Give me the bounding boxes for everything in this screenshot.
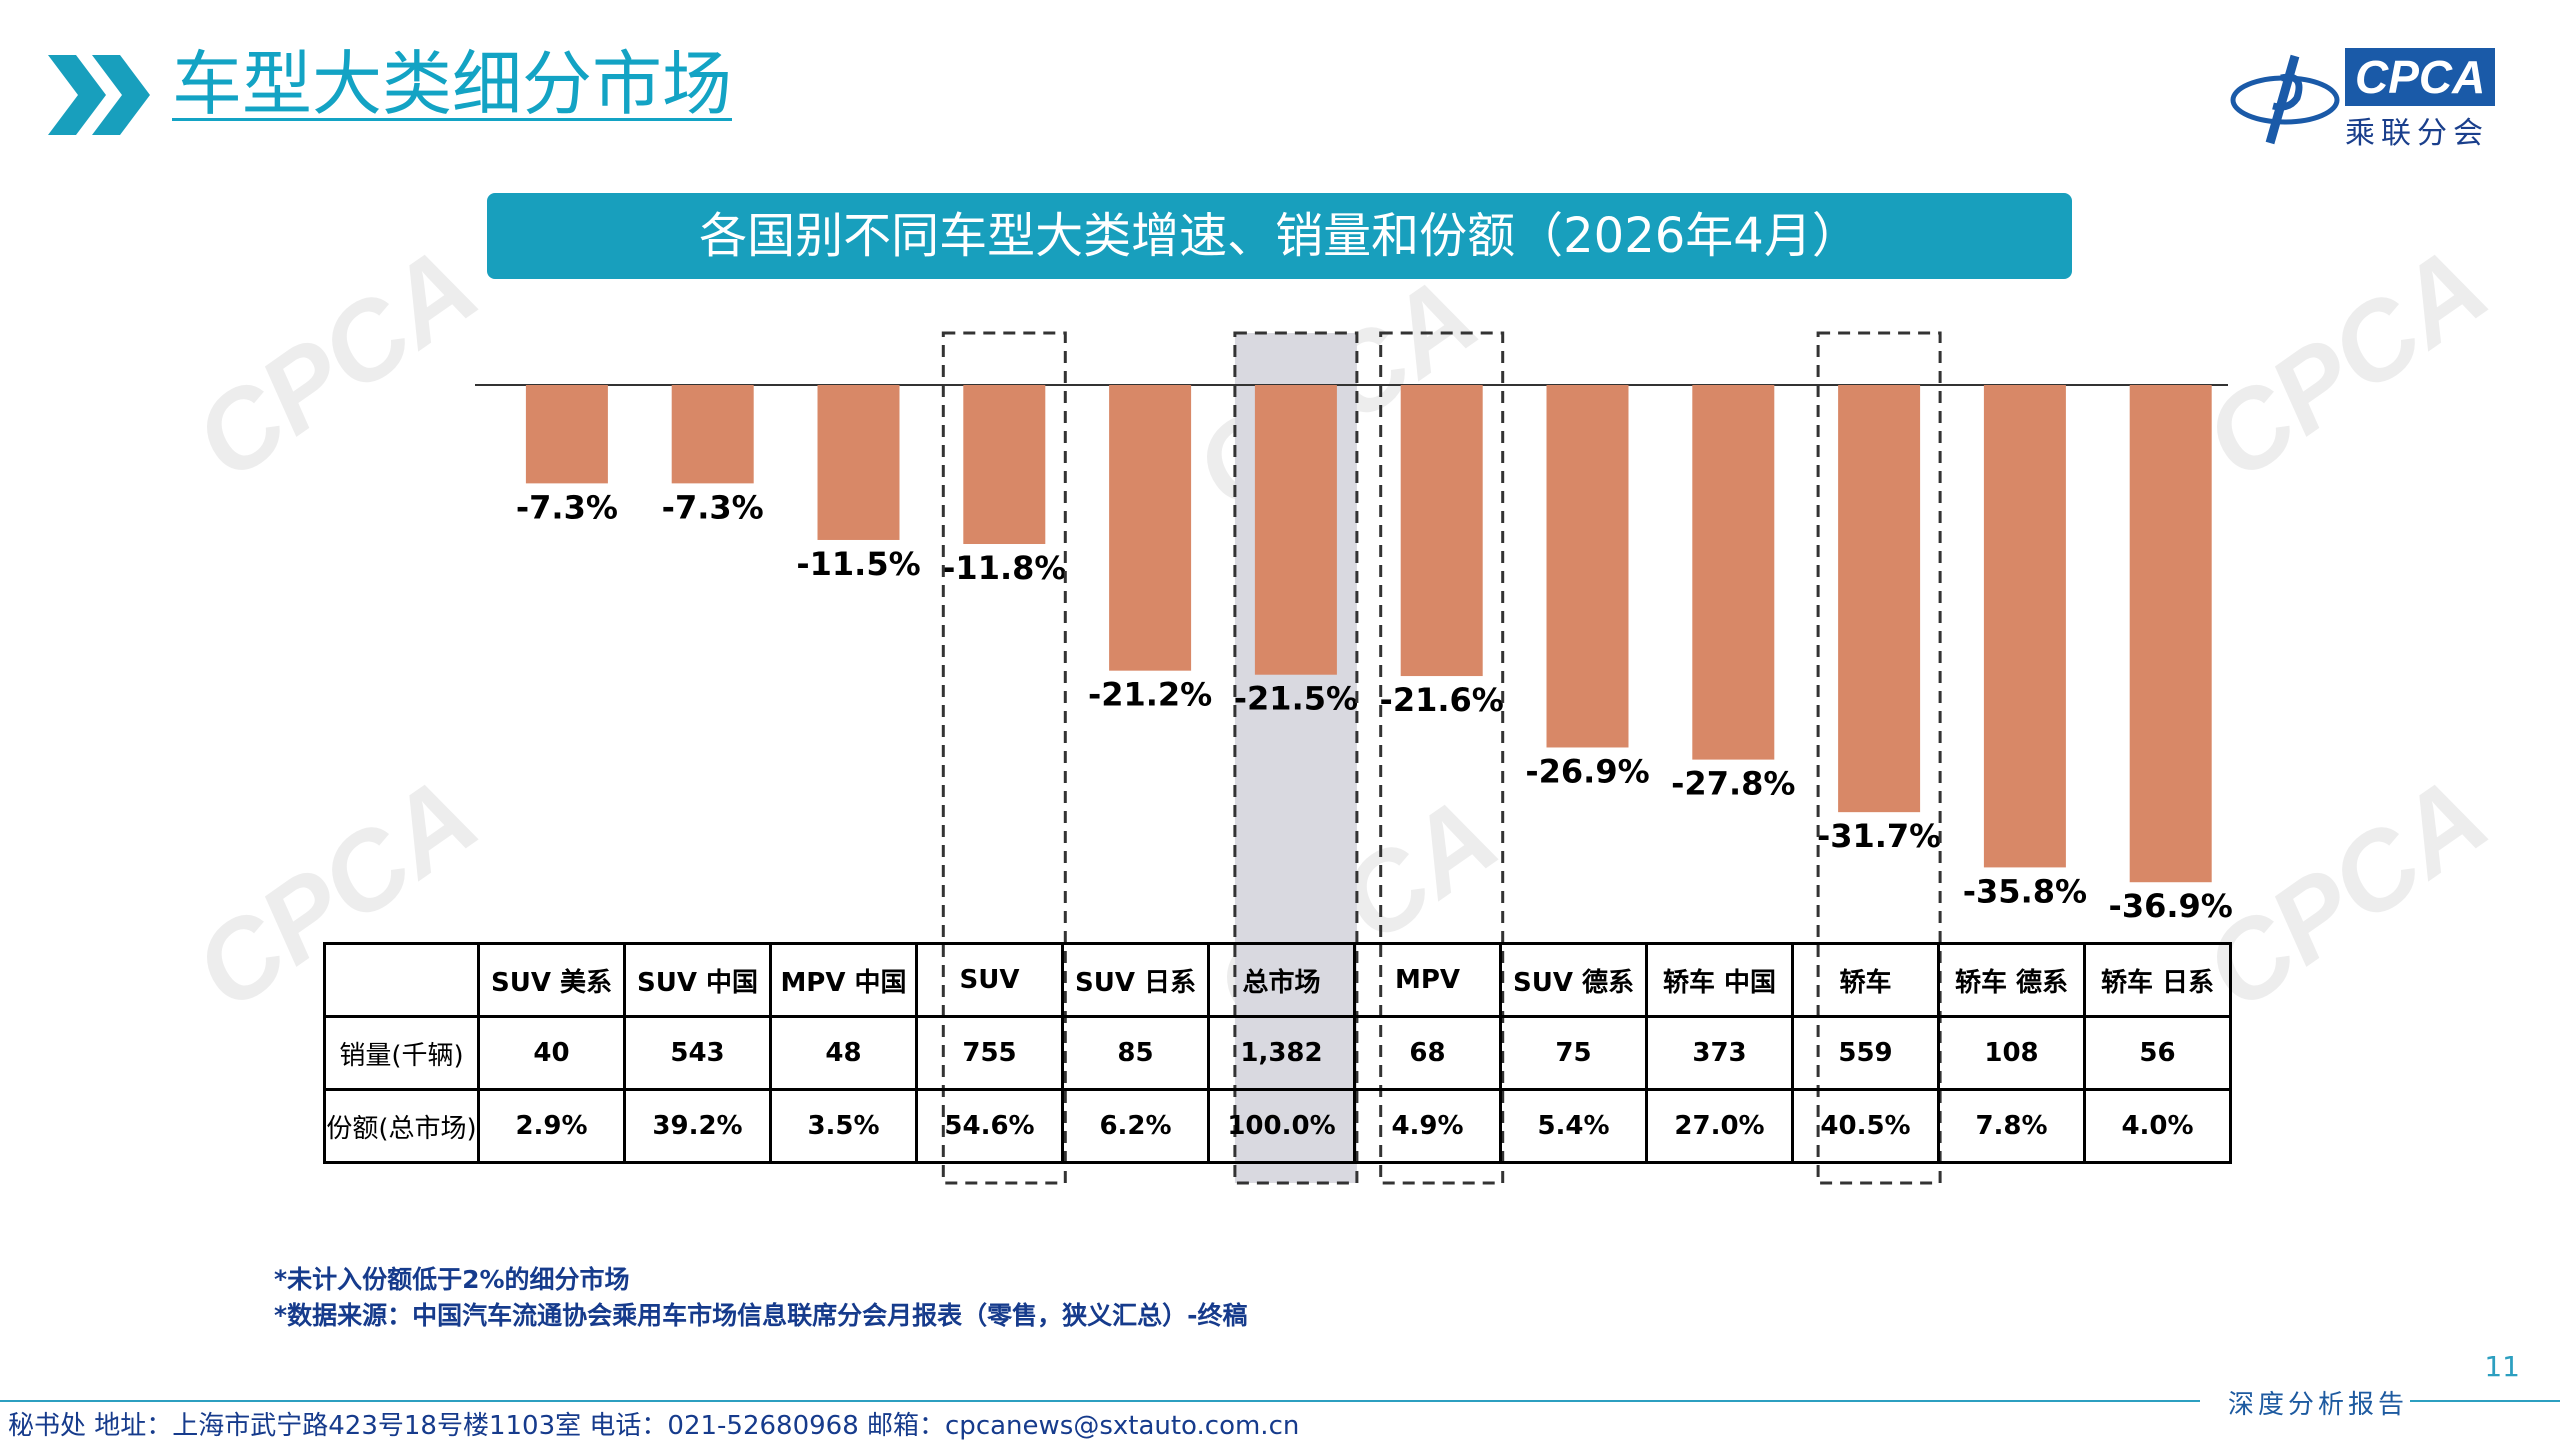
chevron-icon xyxy=(48,55,150,135)
bar-value-label: -21.5% xyxy=(1234,680,1358,718)
bar-value-label: -35.8% xyxy=(1963,872,2087,910)
table-cell: 543 xyxy=(623,1015,772,1091)
table-cell: 755 xyxy=(915,1015,1064,1091)
table-column-header: SUV 德系 xyxy=(1499,942,1648,1018)
table-cell: 56 xyxy=(2083,1015,2232,1091)
table-cell: 108 xyxy=(1937,1015,2086,1091)
table-cell: 4.0% xyxy=(2083,1088,2232,1164)
bar-value-label: -11.8% xyxy=(942,549,1066,587)
bar-value-label: -21.6% xyxy=(1380,681,1504,719)
bar-value-label: -7.3% xyxy=(662,488,764,526)
table-cell: 7.8% xyxy=(1937,1088,2086,1164)
table-column-header: 轿车 德系 xyxy=(1937,942,2086,1018)
table-cell: 4.9% xyxy=(1353,1088,1502,1164)
footer-divider xyxy=(0,1400,2200,1402)
table-cell: 3.5% xyxy=(769,1088,918,1164)
bar xyxy=(963,385,1046,545)
chart-title: 各国别不同车型大类增速、销量和份额（2026年4月） xyxy=(487,193,2072,279)
cpca-emblem-icon xyxy=(2230,54,2340,145)
table-column-header: SUV 美系 xyxy=(477,942,626,1018)
table-cell: 54.6% xyxy=(915,1088,1064,1164)
table-cell: 5.4% xyxy=(1499,1088,1648,1164)
table-header-row: SUV 美系 SUV 中国 MPV 中国 SUV SUV 日系 总市场 MPV SUV 德系轿… xyxy=(323,942,2232,1018)
bar xyxy=(1983,385,2066,868)
bar xyxy=(1109,385,1192,671)
table-column-header: MPV xyxy=(1353,942,1502,1018)
bar xyxy=(1400,385,1483,677)
note-line-1: *未计入份额低于2%的细分市场 xyxy=(274,1265,630,1294)
dashed-group-outline xyxy=(1379,331,1505,1185)
dashed-group-outline xyxy=(1233,331,1359,1185)
dashed-group-outline xyxy=(1816,331,1942,1185)
bar-value-label: -27.8% xyxy=(1671,765,1795,803)
table-cell: 85 xyxy=(1061,1015,1210,1091)
page-number: 11 xyxy=(2484,1350,2520,1383)
table-column-header: 总市场 xyxy=(1207,942,1356,1018)
table-column-header: 轿车 日系 xyxy=(2083,942,2232,1018)
table-corner-cell xyxy=(323,942,480,1018)
data-table: SUV 美系 SUV 中国 MPV 中国 SUV SUV 日系 总市场 MPV SUV 德系轿… xyxy=(323,942,2232,1164)
table-cell: 2.9% xyxy=(477,1088,626,1164)
page-title: 车型大类细分市场 xyxy=(172,43,732,125)
bar xyxy=(1692,385,1775,760)
footer-label: 深度分析报告 xyxy=(2228,1390,2409,1420)
table-cell: 27.0% xyxy=(1645,1088,1794,1164)
bar-value-label: -11.5% xyxy=(796,545,920,583)
table-column-header: 轿车 xyxy=(1791,942,1940,1018)
table-column-header: MPV 中国 xyxy=(769,942,918,1018)
bar-value-label: -7.3% xyxy=(516,488,618,526)
bar-value-label: -36.9% xyxy=(2109,887,2233,925)
bar xyxy=(817,385,900,540)
bar xyxy=(2129,385,2212,883)
bar-value-label: -26.9% xyxy=(1525,752,1649,790)
table-row-label: 销量(千辆) xyxy=(323,1015,480,1091)
bar xyxy=(1838,385,1921,813)
bar-value-label: -31.7% xyxy=(1817,817,1941,855)
bar xyxy=(671,385,754,484)
table-cell: 6.2% xyxy=(1061,1088,1210,1164)
table-row-label: 份额(总市场) xyxy=(323,1088,480,1164)
table-cell: 39.2% xyxy=(623,1088,772,1164)
table-cell: 48 xyxy=(769,1015,918,1091)
note-line-2: *数据来源：中国汽车流通协会乘用车市场信息联席分会月报表（零售，狭义汇总）-终稿 xyxy=(274,1301,1248,1330)
table-cell: 40 xyxy=(477,1015,626,1091)
cpca-logo: CPCA 乘联分会 xyxy=(2225,48,2525,151)
table-row: 份额(总市场) 2.9% 39.2% 3.5% 54.6% 6.2% 100.0% 4.9% 5… xyxy=(323,1088,2232,1164)
bar xyxy=(525,385,608,484)
table-cell: 1,382 xyxy=(1207,1015,1356,1091)
logo-subtext: 乘联分会 xyxy=(2345,116,2489,151)
bar xyxy=(1254,385,1337,675)
dashed-group-outline xyxy=(941,331,1067,1185)
bar xyxy=(1546,385,1629,748)
table-cell: 40.5% xyxy=(1791,1088,1940,1164)
table-cell: 100.0% xyxy=(1207,1088,1356,1164)
table-column-header: SUV 日系 xyxy=(1061,942,1210,1018)
table-column-header: 轿车 中国 xyxy=(1645,942,1794,1018)
table-cell: 68 xyxy=(1353,1015,1502,1091)
bar-value-label: -21.2% xyxy=(1088,676,1212,714)
footer-contact: 秘书处 地址：上海市武宁路423号18号楼1103室 电话：021-526809… xyxy=(8,1411,1300,1441)
footer-divider xyxy=(2410,1400,2560,1402)
table-column-header: SUV xyxy=(915,942,1064,1018)
logo-text: CPCA xyxy=(2345,48,2496,106)
table-cell: 559 xyxy=(1791,1015,1940,1091)
table-row: 销量(千辆) 40 543 48 755 85 1,382 68 75 373 559 108 56 xyxy=(323,1015,2232,1091)
table-cell: 75 xyxy=(1499,1015,1648,1091)
table-cell: 373 xyxy=(1645,1015,1794,1091)
table-column-header: SUV 中国 xyxy=(623,942,772,1018)
notes: *未计入份额低于2%的细分市场 *数据来源：中国汽车流通协会乘用车市场信息联席分… xyxy=(274,1262,1247,1334)
